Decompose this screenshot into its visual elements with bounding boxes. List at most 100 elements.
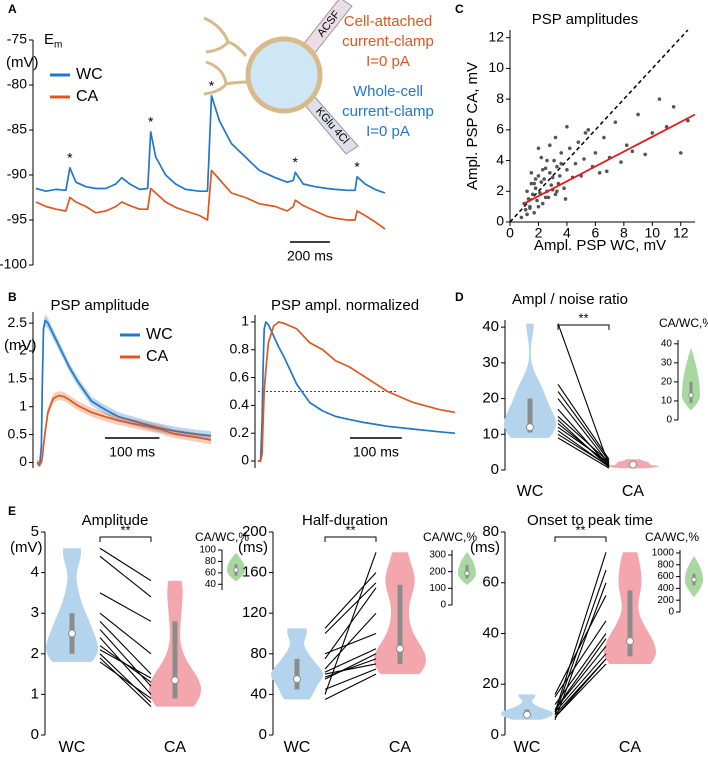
point	[567, 146, 572, 151]
y-tick-label: 2	[496, 182, 504, 198]
scale-bar-label: 100 ms	[353, 444, 399, 460]
point	[553, 192, 558, 197]
y-axis-subscript: m	[54, 40, 62, 51]
paired-line	[99, 657, 152, 707]
y-tick-label: 0.4	[230, 396, 250, 412]
y-tick-label: -100	[0, 256, 27, 272]
dendrite	[203, 16, 248, 57]
annotation: *	[209, 78, 215, 94]
significance-bracket	[554, 536, 607, 542]
y-tick-label: 30	[661, 357, 673, 368]
median	[68, 629, 76, 638]
point	[525, 189, 529, 194]
y-tick-label: 0	[491, 461, 499, 478]
point	[559, 161, 564, 166]
paired-line	[557, 398, 610, 464]
y-tick-label: 2.5	[8, 314, 28, 330]
y-tick-label: 20	[482, 675, 499, 692]
point	[539, 155, 544, 160]
y-tick-label: 80	[250, 645, 267, 662]
paired-line	[557, 323, 610, 466]
point	[553, 135, 558, 140]
panel-label: C	[455, 2, 464, 16]
chart-title: PSP ampl. normalized	[271, 297, 419, 314]
point	[593, 151, 598, 155]
y-tick-label: 0	[496, 213, 504, 229]
y-tick-label: 0.5	[8, 425, 28, 441]
y-tick-label: 40	[250, 685, 267, 702]
point	[538, 191, 542, 195]
y-tick-label: 80	[205, 556, 217, 567]
inset-violin	[682, 347, 700, 411]
violin	[501, 694, 553, 720]
paired-line	[554, 552, 607, 713]
annotation: *	[148, 114, 154, 130]
paired-line	[99, 645, 152, 683]
significance-bracket	[557, 324, 610, 330]
whole-cell-label: I=0 pA	[366, 123, 410, 140]
annotation: *	[67, 150, 73, 166]
category-label: WC	[517, 483, 544, 500]
panel-label: E	[8, 504, 16, 518]
point	[583, 131, 588, 135]
quartile-box	[527, 398, 533, 433]
chart-title: Amplitude	[82, 512, 149, 529]
point	[543, 166, 548, 171]
y-tick-label: 0.2	[230, 424, 250, 440]
y-tick-label: 0	[666, 415, 672, 426]
point	[565, 124, 569, 129]
paired-line	[99, 629, 152, 687]
point	[529, 171, 534, 175]
point	[558, 174, 562, 178]
point	[540, 201, 545, 206]
point	[523, 207, 528, 212]
median	[396, 644, 404, 653]
fit-line	[523, 113, 696, 205]
point	[529, 181, 534, 186]
point	[686, 118, 690, 123]
y-tick-label: 10	[488, 59, 504, 75]
point	[604, 169, 609, 174]
significance-label: **	[578, 310, 588, 325]
paired-line	[324, 663, 377, 675]
y-axis-label: (mV)	[10, 539, 43, 556]
significance-label: **	[345, 522, 355, 537]
point	[536, 204, 541, 209]
x-tick-label: 2	[535, 225, 543, 241]
y-tick-label: 0	[19, 453, 27, 469]
median	[629, 460, 637, 469]
inset-median	[691, 576, 697, 583]
paired-line	[557, 433, 610, 467]
significance-bracket	[99, 536, 152, 542]
y-tick-label: 200	[429, 566, 446, 577]
point	[526, 197, 531, 201]
paired-line	[324, 648, 377, 673]
quartile-box	[172, 621, 178, 699]
point	[636, 112, 640, 117]
median	[526, 423, 534, 432]
category-label: WC	[514, 739, 541, 756]
y-tick-label: 20	[482, 390, 499, 407]
cell-attached-label: Cell-attached	[344, 13, 432, 30]
y-axis-label: (mV)	[6, 54, 39, 71]
point	[542, 177, 546, 181]
trace	[35, 169, 386, 230]
y-axis-label: (ms)	[238, 539, 268, 556]
chart-title: PSP amplitude	[51, 297, 150, 314]
paired-line	[554, 569, 607, 715]
y-tick-label: 60	[482, 574, 499, 591]
point	[525, 212, 529, 217]
point	[565, 167, 569, 172]
paired-line	[99, 620, 152, 675]
category-label: WC	[284, 739, 311, 756]
y-tick-label: 200	[242, 523, 267, 540]
cell-attached-label: I=0 pA	[366, 53, 410, 70]
y-tick-label: 100	[429, 583, 446, 594]
paired-line	[554, 658, 607, 718]
inset-median	[688, 392, 694, 398]
paired-line	[99, 637, 152, 695]
category-label: CA	[164, 739, 187, 756]
y-tick-label: 4	[31, 564, 39, 581]
paired-line	[324, 632, 377, 655]
